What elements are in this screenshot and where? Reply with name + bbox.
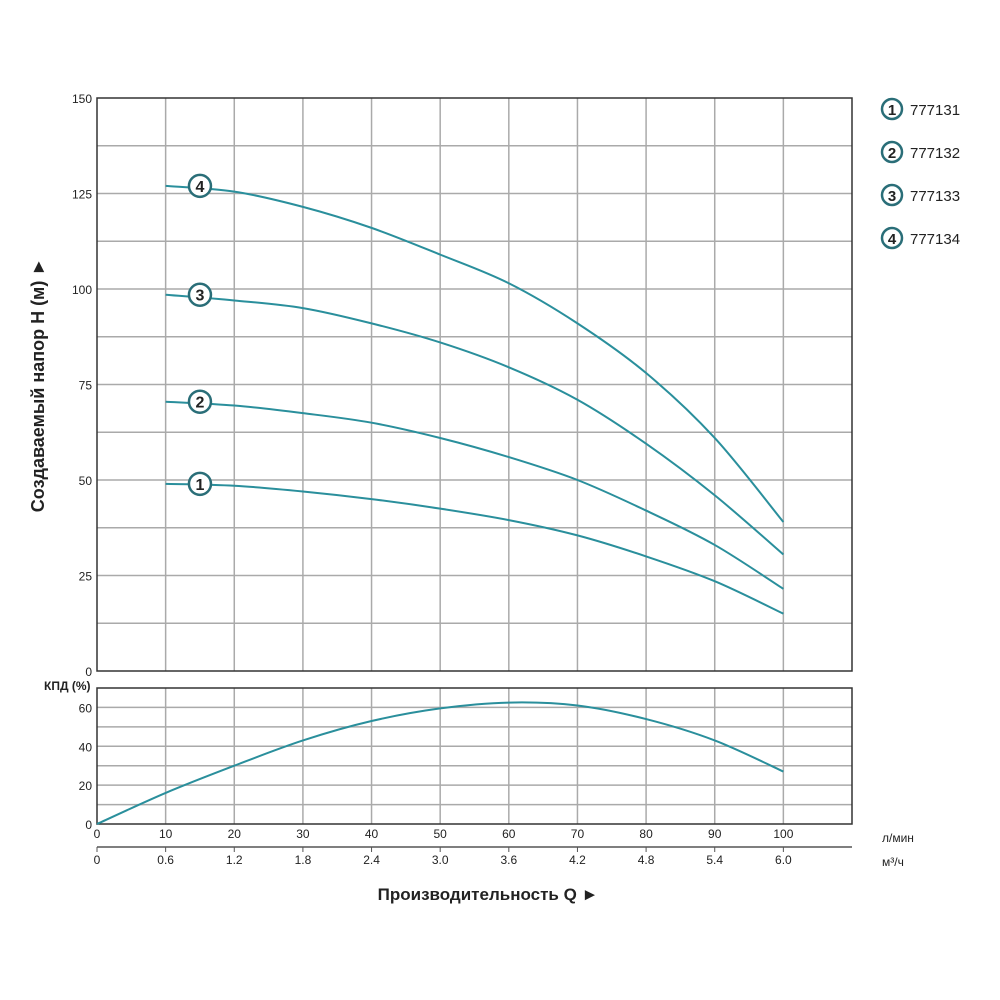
x-tick-label: 2.4 xyxy=(363,853,380,867)
y-tick-label: 150 xyxy=(72,92,92,106)
x-tick-label: 6.0 xyxy=(775,853,792,867)
legend-number: 4 xyxy=(888,231,897,248)
x-tick-label: 90 xyxy=(708,827,722,841)
legend-number: 2 xyxy=(888,145,896,162)
legend-number: 1 xyxy=(888,102,896,119)
y-tick-label: 60 xyxy=(79,701,93,715)
x-tick-label: 10 xyxy=(159,827,173,841)
x-tick-label: 40 xyxy=(365,827,379,841)
head-curve-2 xyxy=(165,400,784,590)
head-curve-1 xyxy=(165,482,784,615)
curve-label-circle xyxy=(187,389,213,414)
x-unit-m3h: м³/ч xyxy=(882,855,904,869)
x-tick-label: 3.6 xyxy=(500,853,517,867)
legend-label: 777133 xyxy=(910,188,960,205)
efficiency-axis-title: КПД (%) xyxy=(44,679,91,693)
y-tick-label: 75 xyxy=(79,379,93,393)
x-tick-label: 100 xyxy=(773,827,793,841)
y-axis-title: Создаваемый напор H (м) ► xyxy=(28,258,48,512)
x-tick-label: 20 xyxy=(228,827,242,841)
legend-label: 777132 xyxy=(910,145,960,162)
legend-label: 777131 xyxy=(910,102,960,119)
curve-label: 4 xyxy=(196,179,205,196)
y-tick-label: 20 xyxy=(79,779,93,793)
curve-label: 3 xyxy=(196,288,205,305)
x-tick-label: 0.6 xyxy=(157,853,174,867)
y-tick-label: 25 xyxy=(79,570,93,584)
efficiency-plot-frame xyxy=(96,687,853,825)
y-tick-label: 0 xyxy=(85,665,92,679)
curve-label: 2 xyxy=(196,395,205,412)
head-curve-4 xyxy=(165,184,785,523)
x-tick-label: 1.8 xyxy=(295,853,312,867)
y-tick-label: 100 xyxy=(72,283,92,297)
x-tick-label: 60 xyxy=(502,827,516,841)
y-tick-label: 0 xyxy=(85,818,92,832)
curve-label-circle xyxy=(187,471,213,497)
x-tick-label: 3.0 xyxy=(432,853,449,867)
x-tick-label: 0 xyxy=(94,853,101,867)
legend-circle xyxy=(880,140,904,164)
legend-circle xyxy=(880,183,904,207)
curve-label: 1 xyxy=(196,477,205,494)
x-tick-label: 30 xyxy=(296,827,310,841)
legend-circle xyxy=(880,226,904,250)
y-tick-label: 40 xyxy=(79,740,93,754)
x-tick-label: 4.2 xyxy=(569,853,586,867)
efficiency-curve xyxy=(96,701,784,825)
y-tick-label: 125 xyxy=(72,188,92,202)
x-tick-label: 80 xyxy=(639,827,653,841)
head-plot-frame xyxy=(96,97,853,672)
x-axis-title: Производительность Q ► xyxy=(378,885,599,904)
x-tick-label: 50 xyxy=(434,827,448,841)
curve-label-circle xyxy=(187,173,213,199)
curve-label-circle xyxy=(187,282,213,307)
legend-number: 3 xyxy=(888,188,896,205)
x-tick-label: 5.4 xyxy=(706,853,723,867)
x-tick-label: 0 xyxy=(94,827,101,841)
head-curve-3 xyxy=(165,293,785,556)
legend-circle xyxy=(880,97,904,121)
y-tick-label: 50 xyxy=(79,474,93,488)
x-unit-lmin: л/мин xyxy=(882,831,914,845)
x-tick-label: 4.8 xyxy=(638,853,655,867)
x-tick-label: 1.2 xyxy=(226,853,243,867)
legend-label: 777134 xyxy=(910,231,960,248)
x-tick-label: 70 xyxy=(571,827,585,841)
